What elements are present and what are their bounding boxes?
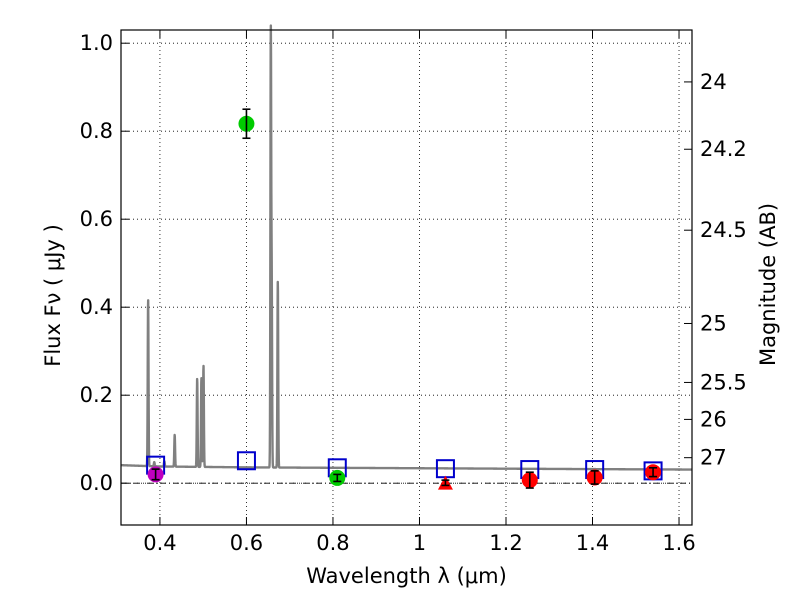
grid: [121, 30, 692, 525]
x-axis-label: Wavelength λ (μm): [306, 564, 507, 588]
magnitude-tick-label: 27: [700, 446, 727, 470]
y-tick-label: 0.2: [80, 383, 113, 407]
magnitude-tick-label: 25.5: [700, 370, 747, 394]
x-tick-label: 1.4: [576, 531, 609, 555]
y-axis-label: Flux Fν ( μJy ): [41, 224, 65, 367]
model-spectrum-line: [119, 24, 694, 471]
y-tick-label: 0.4: [80, 295, 113, 319]
y-tick-label: 0.0: [80, 471, 113, 495]
magnitude-tick-label: 24.2: [700, 137, 747, 161]
markers-group: [146, 108, 663, 490]
plot-area-frame: [120, 29, 693, 526]
x-tick-label: 0.6: [230, 531, 263, 555]
right-axis-label: Magnitude (AB): [756, 203, 780, 366]
x-tick-label: 1.6: [662, 531, 695, 555]
ticks-group: 0.4 0.6 0.8 1 1.2 1.4 1.6 0.0 0.2 0.4 0.6 0.8 1.0 24 2…: [80, 30, 747, 555]
magnitude-tick-label: 26: [700, 407, 727, 431]
magnitude-tick-label: 24: [700, 70, 727, 94]
x-tick-label: 1: [413, 531, 426, 555]
model-spectrum-group: [119, 24, 694, 471]
y-tick-label: 1.0: [80, 31, 113, 55]
y-tick-label: 0.6: [80, 207, 113, 231]
y-tick-label: 0.8: [80, 119, 113, 143]
magnitude-tick-label: 25: [700, 311, 727, 335]
x-tick-label: 0.4: [143, 531, 176, 555]
x-tick-label: 0.8: [316, 531, 349, 555]
x-tick-label: 1.2: [489, 531, 522, 555]
model-photometry-square: [236, 451, 256, 471]
magnitude-tick-label: 24.5: [700, 218, 747, 242]
